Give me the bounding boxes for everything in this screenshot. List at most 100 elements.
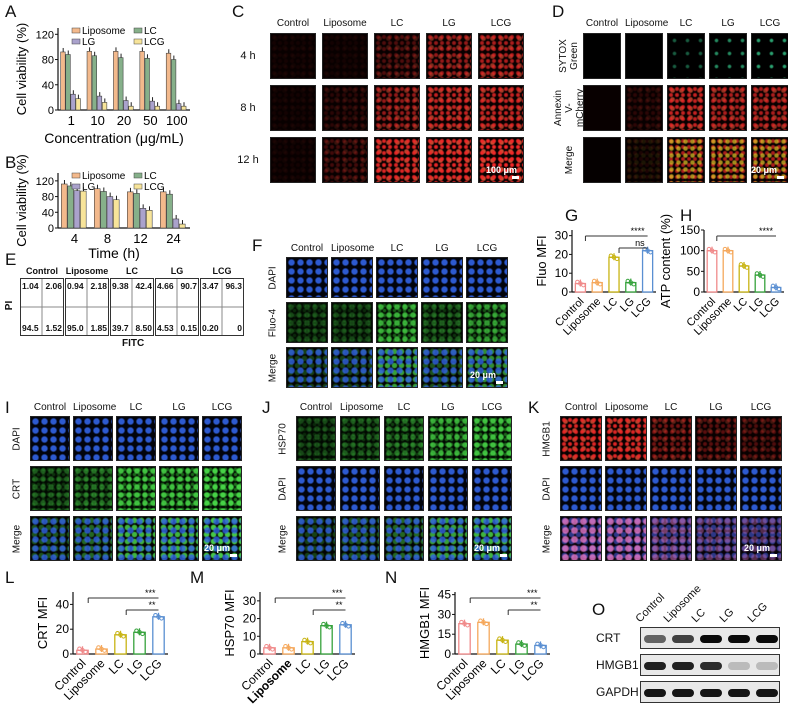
quadrant-value: 0.94: [67, 281, 84, 291]
x-tick-label: LC: [602, 296, 620, 314]
bar-lc: [65, 54, 71, 111]
micrograph-liposome-merge: [605, 516, 647, 561]
x-axis-label: Time (h): [88, 245, 140, 261]
significance-label: ns: [635, 238, 645, 248]
micrograph-lc-12-h: [374, 137, 420, 183]
micrograph-liposome-annexin-v-mcherry: [625, 85, 663, 131]
significance-label: ***: [145, 588, 156, 598]
row-label: HMGB1: [540, 420, 552, 457]
micrograph-control-fluo-4: [286, 302, 328, 343]
column-label: LC: [126, 266, 138, 276]
row-label: Fluo-4: [266, 308, 278, 337]
column-label: LCG: [490, 18, 512, 29]
row-label: 4 h: [240, 49, 256, 62]
band: [672, 662, 694, 670]
micrograph-control-hmgb1: [560, 416, 602, 461]
micrograph-control-4-h: [270, 33, 316, 79]
y-tick-label: 20: [555, 247, 569, 261]
scale-bar: [777, 176, 784, 179]
micrograph-lg-sytox-green: [709, 33, 747, 79]
panel-label-e: E: [5, 250, 17, 269]
column-label: LC: [390, 243, 404, 254]
x-tick-label: LC: [106, 656, 127, 677]
micrograph-lg-12-h: [426, 137, 472, 183]
y-tick-label: 150: [680, 223, 700, 237]
legend-label: Liposome: [82, 26, 126, 37]
column-label: LCG: [759, 18, 781, 29]
micrograph-lcg-hmgb1: [740, 416, 782, 461]
y-tick-label: 50: [687, 264, 701, 278]
data-point: [121, 633, 126, 639]
chart-b: 0 40 80 120 Cell viability (%) Liposome LC LG LC…: [14, 154, 190, 261]
row-label: Merge: [10, 524, 22, 553]
row-label: Merge: [266, 353, 278, 382]
data-point: [346, 623, 351, 629]
quadrant-value: 4.53: [157, 323, 174, 333]
row-label: DAPI: [540, 476, 552, 501]
column-label: LCG: [481, 402, 503, 413]
protein-label: GAPDH: [596, 685, 639, 699]
micrograph-lg-hsp70: [428, 416, 468, 461]
y-tick-label: 80: [42, 55, 54, 67]
data-point: [83, 649, 88, 655]
quadrant-value: 9.38: [112, 281, 129, 291]
x-axis-label: Concentration (μg/mL): [44, 130, 184, 146]
data-point: [140, 631, 145, 637]
micrograph-liposome-dapi: [605, 466, 647, 511]
column-label: Control: [585, 18, 619, 29]
micrograph-lc-sytox-green: [667, 33, 705, 79]
micrograph-lc-dapi: [650, 466, 692, 511]
flow-plot-lcg: 3.47 96.3 0.20 0: [200, 278, 244, 336]
bar-lcg: [154, 105, 160, 111]
lane-label: LC: [689, 606, 708, 625]
micrograph-lc-hmgb1: [650, 416, 692, 461]
y-axis-label: CRT MFI: [35, 597, 50, 649]
bar-control: [458, 623, 471, 655]
y-tick-label: 10: [243, 629, 257, 643]
x-tick-label: 10: [90, 113, 104, 128]
band: [644, 662, 666, 670]
lane-label: Control: [633, 591, 668, 625]
legend-swatch: [133, 38, 143, 45]
micrograph-lcg-12-h: [478, 137, 524, 183]
x-tick-label: 20: [117, 113, 131, 128]
scale-bar-label: 20 μm: [204, 543, 231, 553]
panel-label-o: O: [592, 600, 606, 619]
micrograph-lcg-dapi: [202, 416, 242, 461]
bar-lcg: [181, 105, 187, 111]
quadrant-value: 8.50: [135, 323, 152, 333]
panel-label-j: J: [262, 398, 271, 417]
significance-label: ***: [332, 588, 343, 598]
micrograph-control-dapi: [560, 466, 602, 511]
significance-label: ****: [631, 226, 646, 236]
micrograph-control-merge: [296, 516, 336, 561]
column-label: LC: [679, 18, 693, 29]
micrograph-liposome-merge: [340, 516, 380, 561]
micrograph-lg-fluo-4: [421, 302, 463, 343]
micrograph-control-dapi: [296, 466, 336, 511]
column-label: LG: [441, 402, 455, 413]
row-label: CRT: [10, 478, 22, 499]
row-label: DAPI: [266, 265, 278, 290]
quadrant-value: 42.4: [135, 281, 152, 291]
micrograph-lc-dapi: [116, 416, 156, 461]
column-label: LC: [397, 402, 411, 413]
micrograph-lc-fluo-4: [376, 302, 418, 343]
data-point: [760, 274, 766, 279]
micrograph-lg-dapi: [159, 416, 199, 461]
legend-label: LCG: [144, 37, 165, 48]
bar-lg: [73, 190, 81, 229]
column-label: LC: [390, 18, 404, 29]
micrograph-control-merge: [560, 516, 602, 561]
y-tick-label: 0: [444, 647, 451, 661]
micrograph-liposome-4-h: [322, 33, 368, 79]
row-label: DAPI: [276, 476, 288, 501]
column-label: LG: [172, 402, 186, 413]
scale-bar: [230, 554, 237, 557]
legend-swatch: [133, 172, 143, 179]
data-point: [541, 644, 546, 650]
quadrant-value: 1.85: [90, 323, 107, 333]
